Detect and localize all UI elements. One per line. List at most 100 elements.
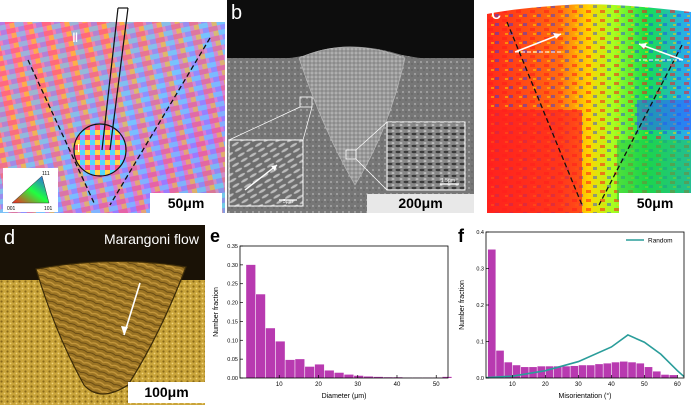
histogram-bar bbox=[628, 362, 636, 378]
inset-left-scale: 5μm bbox=[283, 199, 293, 205]
panel-b: 5μm 1.5μm b 200μm bbox=[227, 0, 474, 213]
scale-bar-a: 50μm bbox=[150, 193, 222, 213]
histogram-bar bbox=[578, 365, 587, 378]
histogram-bar bbox=[512, 365, 521, 378]
y-tick-label: 0.0 bbox=[476, 376, 484, 382]
legend-label-101: 101 bbox=[44, 206, 53, 212]
histogram-bar bbox=[487, 249, 496, 378]
x-tick-label: 60 bbox=[674, 382, 681, 388]
histogram-bar bbox=[636, 363, 645, 378]
y-tick-label: 0.30 bbox=[227, 263, 238, 269]
histogram-bar bbox=[504, 362, 513, 378]
histogram-bar bbox=[354, 375, 364, 378]
histogram-bar bbox=[553, 366, 562, 378]
y-tick-label: 0.05 bbox=[227, 357, 238, 363]
panel-f: f Random 0.0 0.1 0.2 0.3 0.4 10 20 30 40 50 60 Misor… bbox=[458, 226, 691, 405]
histogram-bar bbox=[363, 376, 374, 378]
histogram-bar bbox=[496, 350, 504, 378]
scale-label-d: 100μm bbox=[144, 384, 189, 400]
y-tick-label: 0.20 bbox=[227, 301, 238, 307]
sem-inset-right bbox=[386, 121, 466, 191]
histogram-bar bbox=[246, 264, 256, 378]
panel-letter-c: c bbox=[491, 2, 501, 24]
histogram-bar bbox=[603, 363, 612, 378]
histogram-bar bbox=[562, 366, 570, 378]
histogram-bar bbox=[545, 366, 554, 378]
x-tick-label: 40 bbox=[394, 382, 401, 388]
sem-image-b: 5μm 1.5μm bbox=[227, 0, 474, 213]
color-map-c bbox=[487, 0, 691, 213]
histogram-bar bbox=[285, 359, 295, 378]
y-axis-label: Number fraction bbox=[213, 287, 220, 337]
panel-a: Ⅱ Ⅰ 111 001 101 a 50μm bbox=[0, 0, 225, 213]
x-tick-label: 30 bbox=[354, 382, 361, 388]
x-axis-label: Diameter (μm) bbox=[322, 393, 367, 400]
plot-frame bbox=[239, 245, 449, 379]
scale-label-c: 50μm bbox=[636, 195, 674, 211]
histogram-bar bbox=[334, 372, 344, 378]
x-tick-label: 10 bbox=[276, 382, 283, 388]
histogram-bar bbox=[595, 364, 603, 378]
optical-image-d: Marangoni flow bbox=[0, 225, 205, 405]
legend-label-random: Random bbox=[648, 238, 673, 245]
legend-label-111: 111 bbox=[42, 171, 50, 177]
marangoni-label: Marangoni flow bbox=[104, 231, 200, 247]
scale-label-b: 200μm bbox=[398, 195, 443, 211]
histogram-bar bbox=[669, 375, 678, 378]
x-tick-label: 30 bbox=[575, 382, 582, 388]
x-axis-label: Misorientation (°) bbox=[559, 392, 612, 400]
x-tick-label: 40 bbox=[608, 382, 615, 388]
legend-label-001: 001 bbox=[7, 206, 16, 212]
misorientation-histogram: Random 0.0 0.1 0.2 0.3 0.4 10 20 30 40 50 60 Misorie… bbox=[459, 230, 685, 400]
y-tick-label: 0.4 bbox=[476, 230, 484, 236]
zone-i-label: Ⅰ bbox=[77, 143, 80, 155]
ipf-legend: 111 001 101 bbox=[3, 168, 58, 212]
histogram-bar bbox=[265, 328, 276, 378]
histogram-bar bbox=[586, 365, 595, 378]
diameter-histogram: 0.00 0.05 0.10 0.15 0.20 0.25 0.30 0.35 10 20 30 40… bbox=[213, 244, 452, 400]
panel-letter-d: d bbox=[4, 227, 16, 249]
y-axis-label: Number fraction bbox=[459, 280, 466, 330]
x-tick-label: 50 bbox=[641, 382, 648, 388]
x-tick-label: 10 bbox=[509, 382, 516, 388]
panel-letter-f: f bbox=[458, 226, 464, 246]
histogram-bar bbox=[275, 341, 285, 378]
histogram-bar bbox=[305, 366, 315, 378]
histogram-bar bbox=[661, 374, 669, 378]
ipf-map-a: Ⅱ Ⅰ 111 001 101 bbox=[0, 0, 225, 213]
y-tick-label: 0.35 bbox=[227, 244, 238, 250]
panel-letter-a: a bbox=[4, 2, 16, 24]
panel-d: Marangoni flow d 100μm bbox=[0, 225, 205, 405]
y-tick-label: 0.2 bbox=[476, 303, 484, 309]
histogram-bar bbox=[520, 367, 529, 378]
random-distribution-line bbox=[485, 334, 685, 379]
panel-letter-e: e bbox=[210, 226, 221, 246]
scale-bar-b: 200μm bbox=[367, 194, 474, 213]
y-tick-label: 0.15 bbox=[227, 319, 238, 325]
histogram-bar bbox=[373, 376, 383, 378]
x-tick-label: 50 bbox=[433, 382, 440, 388]
x-tick-label: 20 bbox=[315, 382, 322, 388]
y-tick-label: 0.25 bbox=[227, 282, 238, 288]
inset-right-scale: 1.5μm bbox=[441, 178, 455, 184]
histogram-bar bbox=[611, 362, 620, 378]
histogram-bar bbox=[324, 370, 334, 378]
y-tick-label: 0.10 bbox=[227, 338, 238, 344]
y-tick-label: 0.3 bbox=[476, 267, 484, 273]
histogram-bar bbox=[344, 374, 354, 378]
plot-frame bbox=[485, 231, 685, 379]
x-tick-label: 20 bbox=[542, 382, 549, 388]
panel-letter-b: b bbox=[231, 2, 243, 24]
histogram-bar bbox=[314, 364, 325, 378]
histogram-bar bbox=[652, 371, 661, 378]
zone-ii-label: Ⅱ bbox=[72, 30, 78, 45]
histogram-bar bbox=[442, 376, 452, 378]
scale-label-a: 50μm bbox=[167, 195, 205, 211]
histogram-bar bbox=[619, 361, 628, 378]
panel-e: e 0.00 0.05 0.10 0.15 0.20 0.25 0.30 0.35 10 20 30… bbox=[210, 226, 455, 405]
scale-bar-c: 50μm bbox=[619, 193, 691, 213]
y-tick-label: 0.1 bbox=[476, 340, 484, 346]
histogram-bar bbox=[255, 294, 266, 378]
y-tick-label: 0.00 bbox=[227, 376, 238, 382]
zone-i-circle bbox=[73, 123, 127, 177]
